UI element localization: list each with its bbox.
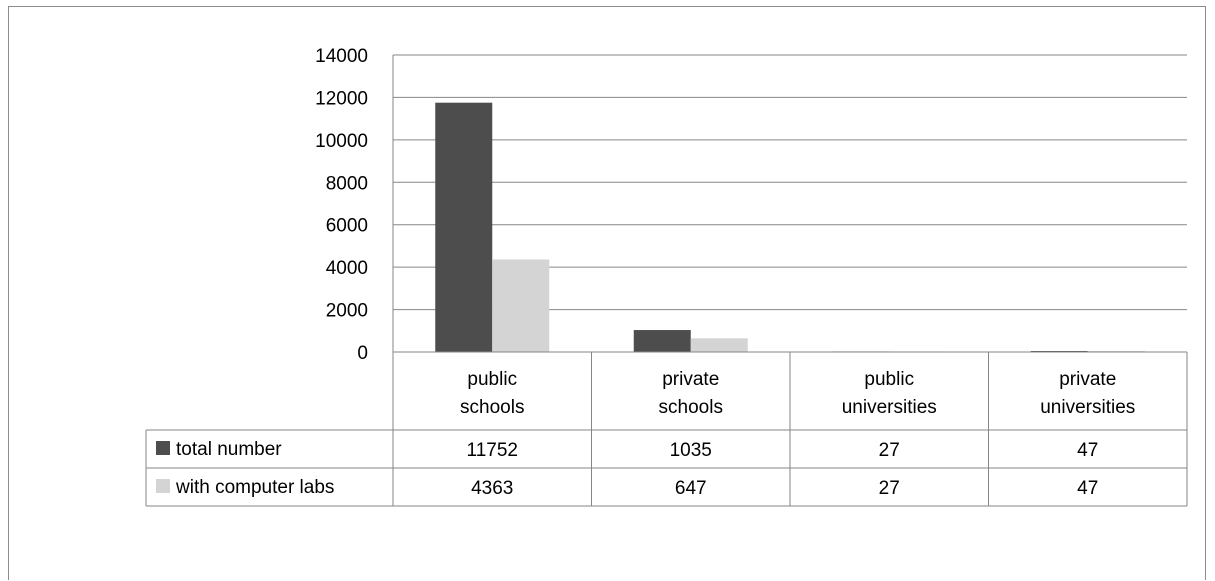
series-name: with computer labs xyxy=(175,477,334,498)
bar xyxy=(690,338,748,352)
data-label: 1035 xyxy=(670,440,712,461)
data-label: 27 xyxy=(879,440,900,461)
y-tick-label: 6000 xyxy=(326,216,368,237)
data-label: 647 xyxy=(675,478,707,499)
y-tick-label: 2000 xyxy=(326,301,368,322)
y-tick-label: 8000 xyxy=(326,173,368,194)
x-tick-label: public xyxy=(467,369,517,390)
legend-key xyxy=(156,479,170,493)
data-label: 47 xyxy=(1077,440,1098,461)
x-tick-label: universities xyxy=(842,397,937,418)
x-tick-label: schools xyxy=(460,397,524,418)
bar xyxy=(633,330,691,352)
bar xyxy=(492,259,550,352)
bar xyxy=(435,102,493,352)
x-tick-label: universities xyxy=(1040,397,1135,418)
x-tick-label: public xyxy=(864,369,914,390)
y-tick-label: 14000 xyxy=(315,46,368,67)
x-tick-label: private xyxy=(662,369,719,390)
data-table: public schools private schools public univers… xyxy=(145,351,1188,507)
data-label: 11752 xyxy=(467,440,518,461)
bars xyxy=(435,102,1145,352)
chart-frame xyxy=(8,6,1206,580)
data-label: 27 xyxy=(879,478,900,499)
y-axis: 0 2000 4000 6000 8000 10000 12000 14000 xyxy=(315,46,394,364)
y-tick-label: 4000 xyxy=(326,258,368,279)
series-name: total number xyxy=(176,439,282,460)
y-tick-label: 12000 xyxy=(315,88,368,109)
legend-key xyxy=(156,441,170,455)
y-tick-label: 10000 xyxy=(315,131,368,152)
x-tick-label: schools xyxy=(659,397,723,418)
y-tick-label: 0 xyxy=(357,343,368,364)
data-label: 47 xyxy=(1077,478,1098,499)
x-tick-label: private xyxy=(1059,369,1116,390)
data-label: 4363 xyxy=(471,478,513,499)
